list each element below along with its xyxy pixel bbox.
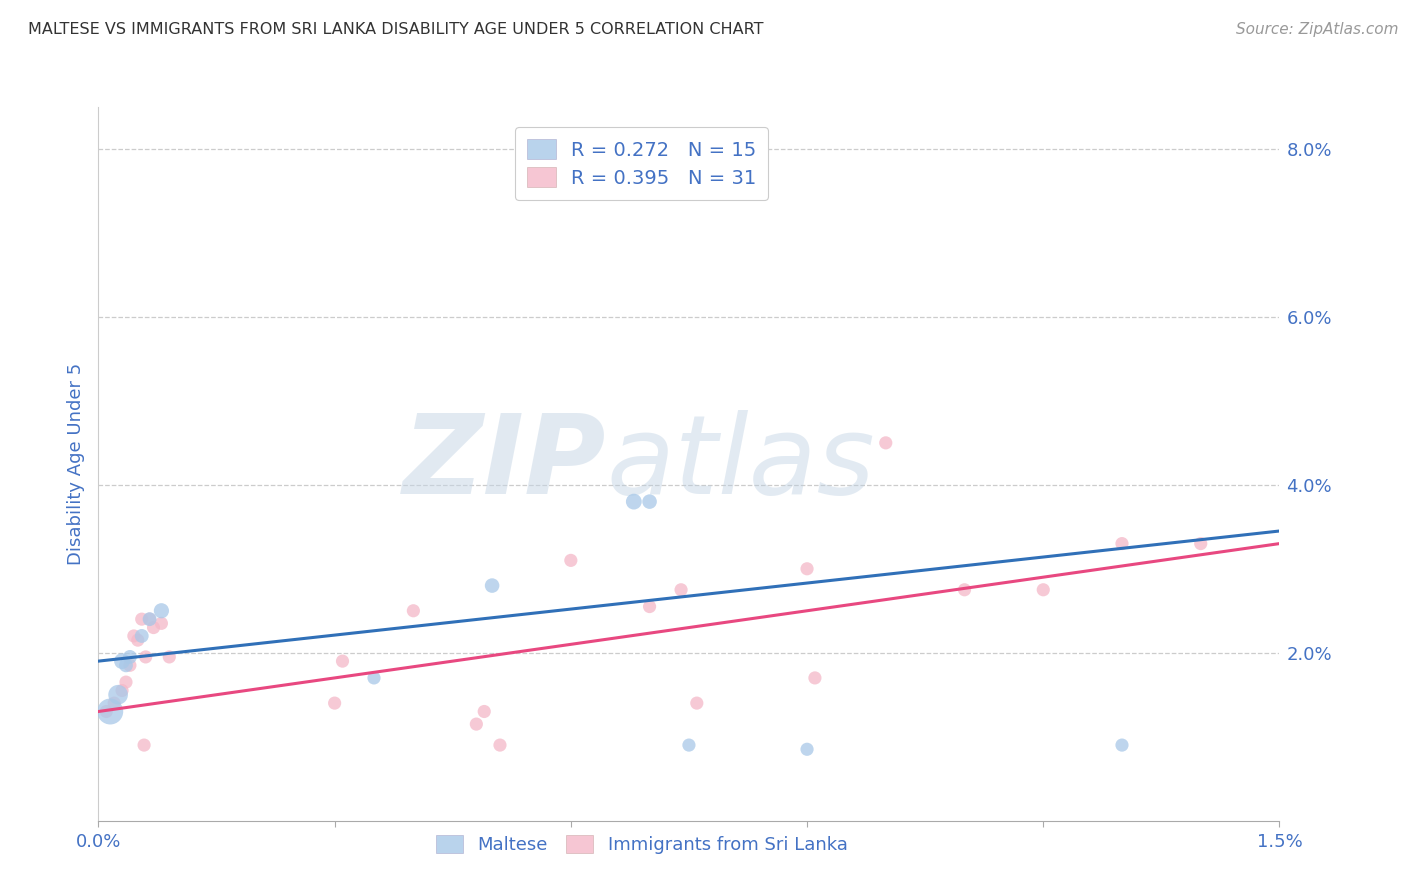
Point bbox=[127, 633, 149, 648]
Point bbox=[875, 435, 897, 450]
Point bbox=[132, 738, 155, 752]
Point bbox=[804, 671, 827, 685]
Point bbox=[796, 742, 818, 756]
Point bbox=[489, 738, 512, 752]
Point bbox=[796, 562, 818, 576]
Point bbox=[638, 494, 661, 508]
Text: Source: ZipAtlas.com: Source: ZipAtlas.com bbox=[1236, 22, 1399, 37]
Point bbox=[150, 604, 173, 618]
Point bbox=[118, 658, 141, 673]
Point bbox=[1111, 738, 1133, 752]
Point bbox=[115, 658, 138, 673]
Point bbox=[138, 612, 160, 626]
Point bbox=[150, 616, 173, 631]
Point bbox=[1111, 536, 1133, 550]
Point bbox=[122, 629, 145, 643]
Point bbox=[131, 629, 153, 643]
Point bbox=[111, 654, 134, 668]
Point bbox=[560, 553, 582, 567]
Point bbox=[98, 705, 121, 719]
Point bbox=[481, 578, 503, 592]
Point bbox=[138, 612, 160, 626]
Point bbox=[472, 705, 495, 719]
Point bbox=[118, 649, 141, 664]
Point bbox=[323, 696, 346, 710]
Text: atlas: atlas bbox=[606, 410, 875, 517]
Point bbox=[402, 604, 425, 618]
Point bbox=[111, 683, 134, 698]
Point bbox=[953, 582, 976, 597]
Point bbox=[135, 649, 157, 664]
Point bbox=[142, 621, 165, 635]
Point bbox=[1032, 582, 1054, 597]
Point bbox=[107, 688, 129, 702]
Point bbox=[115, 675, 138, 690]
Point bbox=[363, 671, 385, 685]
Y-axis label: Disability Age Under 5: Disability Age Under 5 bbox=[66, 363, 84, 565]
Text: ZIP: ZIP bbox=[402, 410, 606, 517]
Point bbox=[103, 696, 125, 710]
Point bbox=[131, 612, 153, 626]
Point bbox=[686, 696, 709, 710]
Point bbox=[332, 654, 354, 668]
Point bbox=[1189, 536, 1212, 550]
Point bbox=[678, 738, 700, 752]
Point bbox=[96, 705, 118, 719]
Point bbox=[157, 649, 180, 664]
Text: MALTESE VS IMMIGRANTS FROM SRI LANKA DISABILITY AGE UNDER 5 CORRELATION CHART: MALTESE VS IMMIGRANTS FROM SRI LANKA DIS… bbox=[28, 22, 763, 37]
Point bbox=[465, 717, 488, 731]
Point bbox=[638, 599, 661, 614]
Point bbox=[623, 494, 645, 508]
Point bbox=[669, 582, 692, 597]
Legend: Maltese, Immigrants from Sri Lanka: Maltese, Immigrants from Sri Lanka bbox=[425, 824, 858, 865]
